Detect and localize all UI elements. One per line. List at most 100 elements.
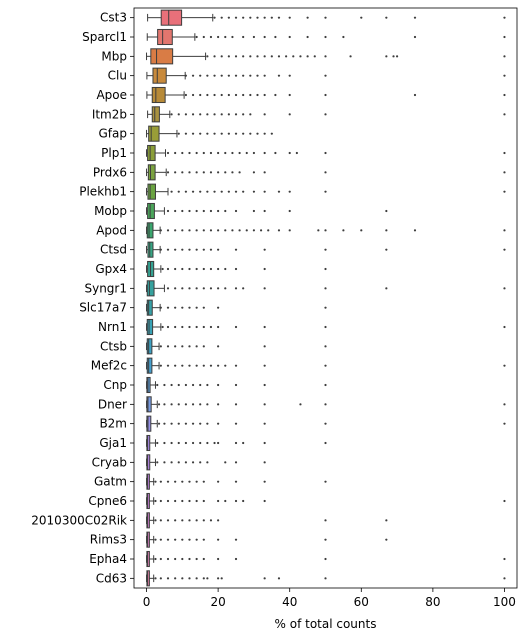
outlier-point bbox=[503, 364, 506, 367]
outlier-point bbox=[154, 577, 157, 580]
outlier-point bbox=[181, 287, 184, 290]
outlier-point bbox=[306, 55, 309, 58]
box-iqr bbox=[146, 492, 150, 510]
outlier-point bbox=[166, 325, 170, 329]
outlier-point bbox=[163, 383, 166, 387]
box-iqr bbox=[146, 434, 151, 452]
outlier-point bbox=[238, 229, 241, 232]
outlier-point bbox=[195, 171, 198, 174]
outlier-point bbox=[202, 209, 205, 213]
y-tick-label: Itm2b bbox=[92, 107, 127, 121]
outlier-point bbox=[252, 229, 256, 232]
outlier-point bbox=[174, 364, 177, 367]
outlier-point bbox=[263, 16, 266, 19]
outlier-point bbox=[154, 519, 157, 522]
outlier-point bbox=[263, 132, 266, 135]
outlier-point bbox=[195, 538, 198, 541]
outlier-point bbox=[195, 209, 198, 213]
outlier-point bbox=[174, 267, 177, 271]
y-tick-label: Cpne6 bbox=[88, 494, 127, 508]
outlier-point bbox=[263, 383, 266, 387]
box-iqr bbox=[146, 570, 150, 587]
box-iqr bbox=[146, 415, 152, 432]
outlier-point bbox=[413, 229, 417, 232]
outlier-point bbox=[174, 151, 177, 155]
outlier-point bbox=[177, 113, 180, 116]
outlier-point bbox=[199, 113, 202, 116]
outlier-point bbox=[181, 519, 184, 522]
outlier-point bbox=[157, 403, 161, 406]
outlier-point bbox=[181, 345, 184, 348]
outlier-point bbox=[202, 499, 205, 503]
outlier-point bbox=[202, 325, 205, 329]
outlier-point bbox=[234, 422, 238, 425]
outlier-point bbox=[292, 55, 295, 58]
outlier-point bbox=[238, 171, 241, 174]
outlier-point bbox=[503, 190, 506, 193]
outlier-point bbox=[166, 499, 170, 503]
outlier-point bbox=[277, 190, 281, 193]
outlier-point bbox=[252, 151, 256, 155]
outlier-point bbox=[202, 229, 205, 232]
outlier-point bbox=[299, 55, 302, 58]
outlier-point bbox=[392, 55, 395, 58]
outlier-point bbox=[252, 171, 256, 174]
outlier-point bbox=[202, 557, 205, 561]
outlier-point bbox=[277, 229, 281, 232]
outlier-point bbox=[159, 306, 162, 309]
outlier-point bbox=[217, 383, 220, 387]
outlier-point bbox=[191, 190, 195, 193]
outlier-point bbox=[202, 364, 205, 367]
outlier-point bbox=[174, 229, 177, 232]
outlier-point bbox=[195, 577, 198, 580]
outlier-point bbox=[324, 325, 327, 329]
outlier-point bbox=[154, 480, 157, 483]
outlier-point bbox=[263, 325, 266, 329]
y-tick-label: Cd63 bbox=[96, 571, 127, 585]
outlier-point bbox=[263, 248, 266, 251]
outlier-point bbox=[217, 229, 220, 232]
outlier-point bbox=[503, 16, 506, 19]
outlier-point bbox=[263, 441, 266, 445]
outlier-point bbox=[256, 55, 259, 58]
outlier-point bbox=[206, 441, 209, 445]
outlier-point bbox=[199, 383, 202, 387]
outlier-point bbox=[242, 441, 245, 445]
outlier-point bbox=[263, 422, 266, 425]
outlier-point bbox=[188, 577, 191, 580]
outlier-point bbox=[159, 557, 162, 561]
outlier-point bbox=[220, 16, 223, 19]
outlier-point bbox=[213, 93, 216, 97]
outlier-point bbox=[188, 345, 191, 348]
outlier-point bbox=[503, 422, 506, 425]
outlier-point bbox=[288, 151, 291, 155]
outlier-point bbox=[385, 209, 388, 213]
outlier-point bbox=[259, 229, 263, 232]
outlier-point bbox=[209, 364, 213, 367]
box-iqr bbox=[150, 48, 174, 65]
outlier-point bbox=[224, 171, 227, 174]
outlier-point bbox=[159, 364, 162, 367]
outlier-point bbox=[234, 113, 238, 116]
outlier-point bbox=[206, 74, 209, 77]
y-tick-label: Sparcl1 bbox=[82, 30, 127, 44]
outlier-point bbox=[263, 345, 266, 348]
outlier-point bbox=[256, 74, 259, 77]
y-tick-label: Prdx6 bbox=[93, 165, 127, 179]
outlier-point bbox=[209, 35, 213, 39]
outlier-point bbox=[202, 35, 205, 39]
outlier-point bbox=[217, 422, 220, 425]
outlier-point bbox=[209, 229, 213, 232]
outlier-point bbox=[234, 55, 238, 58]
outlier-point bbox=[249, 16, 252, 19]
box-mobp bbox=[146, 202, 388, 220]
outlier-point bbox=[199, 74, 202, 77]
outlier-point bbox=[220, 55, 223, 58]
outlier-point bbox=[177, 383, 180, 387]
outlier-point bbox=[159, 538, 162, 541]
outlier-point bbox=[188, 171, 191, 174]
outlier-point bbox=[385, 229, 388, 232]
outlier-point bbox=[195, 519, 198, 522]
outlier-point bbox=[199, 461, 202, 464]
outlier-point bbox=[166, 229, 170, 232]
